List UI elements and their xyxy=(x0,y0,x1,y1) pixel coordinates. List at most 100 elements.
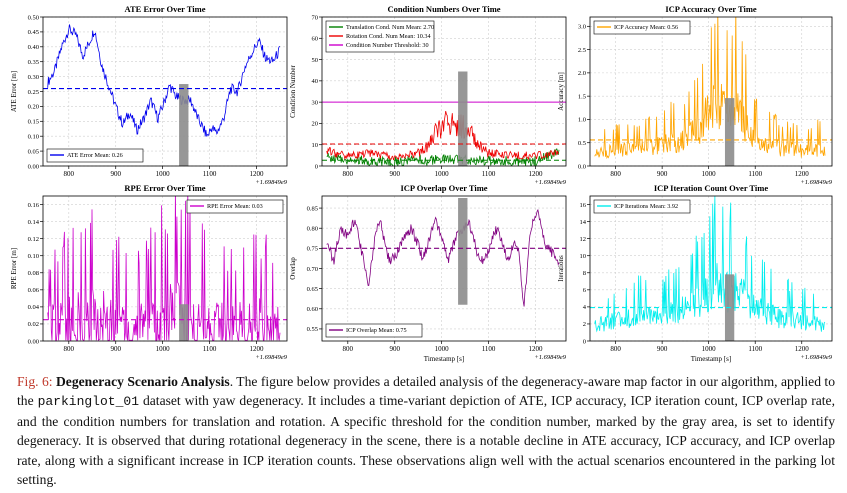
x-tick-label: 1100 xyxy=(748,170,762,178)
x-tick-label: 900 xyxy=(110,345,121,353)
y-tick-label: 3.0 xyxy=(578,24,586,31)
y-axis-label: Overlap xyxy=(289,257,297,280)
x-tick-label: 1100 xyxy=(482,345,496,353)
y-tick-label: 0.50 xyxy=(28,14,39,21)
legend-box xyxy=(325,20,435,53)
figure-label-sep: : xyxy=(48,374,53,389)
axes-frame xyxy=(589,195,833,342)
y-tick-label: 2.0 xyxy=(578,70,586,77)
y-tick-label: 0.80 xyxy=(307,226,318,233)
chart-title: ATE Error Over Time xyxy=(125,4,206,14)
figure-grid: 800 900 1000 1100 1200 0.00 0.05 0.10 0.15 0.20 0.… xyxy=(10,4,833,363)
degeneracy-area xyxy=(458,198,468,305)
legend-box xyxy=(186,199,284,214)
chart-iter: 800 900 1000 1100 1200 0 2 4 6 8 10 12 14 16 +1.69849e… xyxy=(557,183,833,363)
y-tick-label: 0.85 xyxy=(307,205,318,212)
legend-label: Condition Number Threshold: 30 xyxy=(346,42,429,49)
y-tick-label: 0.55 xyxy=(307,326,318,333)
plot-area-overlap xyxy=(322,198,566,307)
y-tick-label: 50 xyxy=(312,57,319,64)
y-tick-label: 1.0 xyxy=(578,117,586,124)
y-tick-label: 0.04 xyxy=(28,304,40,311)
x-tick-label: 800 xyxy=(343,345,354,353)
x-tick-label: 1000 xyxy=(156,170,171,178)
y-tick-label: 60 xyxy=(312,36,319,43)
y-tick-label: 8 xyxy=(583,270,586,277)
y-tick-label: 0.40 xyxy=(28,44,39,51)
dataset-name: parkinglot_01 xyxy=(37,394,139,410)
x-tick-label: 1200 xyxy=(529,170,544,178)
y-tick-label: 0.15 xyxy=(28,119,39,126)
plot-area-rpe xyxy=(43,196,287,341)
legend-box xyxy=(46,148,144,163)
y-tick-label: 0.45 xyxy=(28,29,39,36)
axes-frame xyxy=(321,16,567,167)
x-offset-label: +1.69849e9 xyxy=(255,179,287,186)
x-tick-label: 900 xyxy=(389,170,400,178)
y-tick-label: 0.00 xyxy=(28,338,39,345)
y-tick-label: 0.12 xyxy=(28,236,39,243)
x-tick-label: 1200 xyxy=(250,345,265,353)
plot-area-iter xyxy=(590,196,832,341)
y-tick-label: 12 xyxy=(580,236,587,243)
y-tick-label: 0.20 xyxy=(28,104,39,111)
x-offset-label: +1.69849e9 xyxy=(534,354,566,361)
x-offset-label: +1.69849e9 xyxy=(534,179,566,186)
y-tick-label: 0.0 xyxy=(578,163,586,170)
x-axis-label: Timestamp [s] xyxy=(691,355,731,363)
x-tick-label: 1100 xyxy=(482,170,496,178)
axes-frame xyxy=(42,195,288,342)
chart-rpe: 800 900 1000 1100 1200 0.00 0.02 0.04 0.06 0.08 0.… xyxy=(10,183,288,361)
legend-label: ICP Overlap Mean: 0.75 xyxy=(346,327,407,334)
y-tick-label: 2 xyxy=(583,321,586,328)
y-tick-label: 0.30 xyxy=(28,74,39,81)
y-tick-label: 0.10 xyxy=(28,134,39,141)
x-offset-label: +1.69849e9 xyxy=(255,354,287,361)
axes-frame xyxy=(589,16,833,167)
y-tick-label: 1.5 xyxy=(578,93,586,100)
y-axis-label: Condition Number xyxy=(289,64,297,117)
series-line-ate-0 xyxy=(47,24,281,137)
x-tick-label: 1000 xyxy=(435,170,450,178)
y-tick-label: 2.5 xyxy=(578,47,586,54)
chart-icpacc: 800 900 1000 1100 1200 0.0 0.5 1.0 1.5 2.0 2.5 3.0 +… xyxy=(557,4,833,186)
y-tick-label: 70 xyxy=(312,14,319,21)
y-tick-label: 10 xyxy=(312,142,319,149)
chart-title: ICP Accuracy Over Time xyxy=(665,4,757,14)
x-tick-label: 900 xyxy=(110,170,121,178)
x-tick-label: 900 xyxy=(657,170,668,178)
caption-title: Degeneracy Scenario Analysis xyxy=(55,374,230,389)
y-axis-label: Iterations xyxy=(557,255,565,282)
y-tick-label: 0.75 xyxy=(307,246,318,253)
y-tick-label: 6 xyxy=(583,287,587,294)
y-axis-label: ATE Error [m] xyxy=(10,71,18,112)
y-tick-label: 10 xyxy=(580,253,587,260)
chart-title: ICP Iteration Count Over Time xyxy=(654,183,769,193)
y-tick-label: 0.14 xyxy=(28,219,40,226)
y-axis-label: Accuracy [m] xyxy=(557,72,565,111)
x-tick-label: 1200 xyxy=(250,170,265,178)
series-line-cond-0 xyxy=(326,148,560,166)
x-offset-label: +1.69849e9 xyxy=(800,354,832,361)
x-tick-label: 800 xyxy=(64,170,75,178)
y-tick-label: 0.05 xyxy=(28,148,39,155)
y-tick-label: 0.08 xyxy=(28,270,39,277)
legend-label: Translation Cond. Num Mean: 2.70 xyxy=(346,24,434,31)
y-axis-label: RPE Error [m] xyxy=(10,248,18,289)
y-tick-label: 0.10 xyxy=(28,253,39,260)
degeneracy-area xyxy=(458,71,468,166)
y-tick-label: 0.70 xyxy=(307,266,318,273)
x-axis-label: Timestamp [s] xyxy=(424,355,464,363)
x-tick-label: 1100 xyxy=(203,345,217,353)
chart-ate: 800 900 1000 1100 1200 0.00 0.05 0.10 0.15 0.20 0.… xyxy=(10,4,288,186)
x-tick-label: 900 xyxy=(389,345,400,353)
legend-box xyxy=(325,323,423,338)
legend-label: Rotation Cond. Num Mean: 10.34 xyxy=(346,33,431,40)
y-tick-label: 14 xyxy=(580,219,587,226)
y-tick-label: 0.65 xyxy=(307,286,318,293)
x-tick-label: 800 xyxy=(610,170,621,178)
y-tick-label: 40 xyxy=(312,78,319,85)
legend-box xyxy=(593,20,691,35)
x-tick-label: 900 xyxy=(657,345,668,353)
chart-title: RPE Error Over Time xyxy=(124,183,205,193)
